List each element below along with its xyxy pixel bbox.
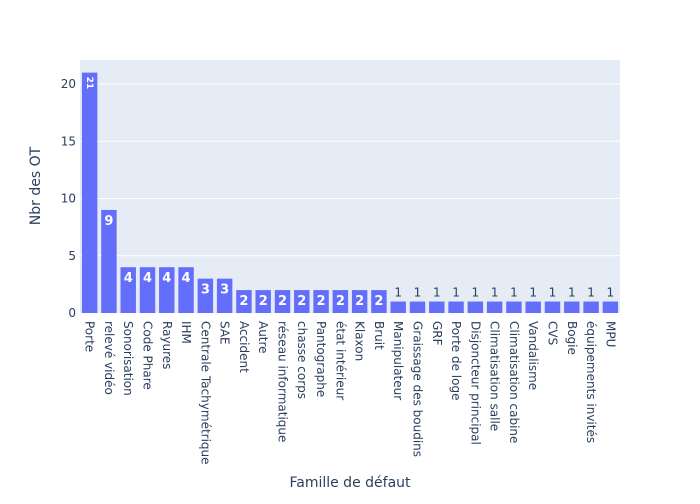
y-tick-labels: 0 5 10 15 20: [61, 77, 76, 320]
bar-data-label: 4: [143, 271, 152, 286]
bar: [564, 301, 580, 313]
x-tick-label: Centrale Tachymétrique: [198, 321, 212, 465]
bar: [448, 301, 464, 313]
bar: [332, 290, 349, 313]
bar-data-label: 1: [452, 286, 460, 300]
bar-data-label: 21: [84, 77, 94, 90]
bar: [390, 301, 406, 313]
bar: [255, 290, 271, 313]
bar-data-label: 2: [259, 294, 268, 309]
bar-data-label: 1: [510, 286, 518, 300]
bar: [139, 267, 156, 313]
bar-data-label: 1: [394, 286, 402, 300]
x-tick-label: état intérieur: [333, 321, 347, 400]
bar: [467, 301, 484, 313]
bar-data-label: 9: [104, 214, 113, 229]
bar-data-label: 1: [587, 286, 595, 300]
x-tick-label: Vandalisme: [526, 321, 540, 390]
bar-data-label: 2: [355, 294, 364, 309]
bar-data-label: 1: [549, 286, 557, 300]
x-tick-label: Bogie: [565, 321, 579, 355]
bar: [216, 278, 233, 313]
y-tick-label: 10: [61, 192, 76, 206]
bar: [409, 301, 426, 313]
bar: [486, 301, 503, 313]
y-axis-title: Nbr des OT: [28, 146, 44, 225]
bar: [583, 301, 599, 313]
x-tick-label: Manipulateur: [391, 321, 405, 400]
bar-data-label: 2: [374, 294, 383, 309]
x-tick-label: IHM: [179, 321, 193, 344]
y-tick-label: 15: [61, 134, 76, 148]
bar-data-label: 1: [491, 286, 499, 300]
x-tick-label: Graissage des boudins: [411, 321, 425, 457]
x-tick-label: Pantographe: [314, 321, 328, 397]
x-tick-label: Autre: [256, 321, 270, 354]
bar: [602, 301, 619, 313]
x-axis-title: Famille de défaut: [289, 475, 411, 491]
bar: [544, 301, 561, 313]
grid-lines: [80, 83, 620, 257]
x-tick-label: SAE: [218, 321, 232, 345]
bar: [313, 290, 329, 313]
bar-data-label: 2: [239, 294, 248, 309]
bar: [525, 301, 541, 313]
bar-data-label: 1: [414, 286, 422, 300]
x-tick-label: Code Phare: [141, 321, 155, 390]
bar: [429, 301, 445, 313]
y-tick-label: 5: [68, 249, 76, 263]
bar-data-label: 2: [278, 294, 287, 309]
bar: [351, 290, 368, 313]
bar: [81, 72, 98, 313]
bar-data-label: 2: [297, 294, 306, 309]
x-tick-label: Bruit: [372, 321, 386, 350]
x-tick-label: Porte: [83, 321, 97, 352]
x-tick-label: Accident: [237, 321, 251, 373]
bar: [101, 209, 117, 313]
bar-data-label: 1: [433, 286, 441, 300]
x-tick-label: Porte de loge: [449, 321, 463, 400]
x-tick-label: chasse corps: [295, 321, 309, 399]
bar: [236, 290, 252, 313]
bar: [197, 278, 214, 313]
bar: [274, 290, 291, 313]
bar: [506, 301, 522, 313]
bar: [159, 267, 175, 313]
bar-data-label: 2: [317, 294, 326, 309]
x-tick-label: MPU: [603, 321, 617, 347]
x-tick-label: relevé vidéo: [102, 321, 116, 395]
x-tick-labels: Porte relevé vidéo Sonorisation Code Phare R…: [83, 321, 618, 465]
bar: [178, 267, 194, 313]
bar: [294, 290, 310, 313]
bar-data-label: 4: [124, 271, 133, 286]
x-tick-label: Rayures: [160, 321, 174, 369]
bar: [120, 267, 136, 313]
y-tick-label: 20: [61, 77, 76, 91]
x-tick-label: GRF: [430, 321, 444, 346]
bar-data-label: 1: [607, 286, 615, 300]
bar-data-label: 2: [336, 294, 345, 309]
bar-data-label: 4: [162, 271, 171, 286]
bar-data-label: 1: [472, 286, 480, 300]
x-tick-label: Climatisation cabine: [507, 321, 521, 443]
x-tick-label: réseau informatique: [276, 321, 290, 442]
x-tick-label: CVS: [546, 321, 560, 345]
bar-data-label: 3: [220, 283, 229, 298]
bar-data-label: 1: [568, 286, 576, 300]
x-tick-label: Sonorisation: [121, 321, 135, 396]
x-tick-label: Climatisation salle: [488, 321, 502, 431]
bar: [371, 290, 387, 313]
bar-data-label: 3: [201, 283, 210, 298]
y-tick-label: 0: [68, 306, 76, 320]
x-tick-label: Disjoncteur principal: [468, 321, 482, 445]
bar-data-label: 4: [182, 271, 191, 286]
x-tick-label: Klaxon: [353, 321, 367, 361]
x-tick-label: équipements invités: [584, 321, 598, 443]
bar-data-label: 1: [529, 286, 537, 300]
